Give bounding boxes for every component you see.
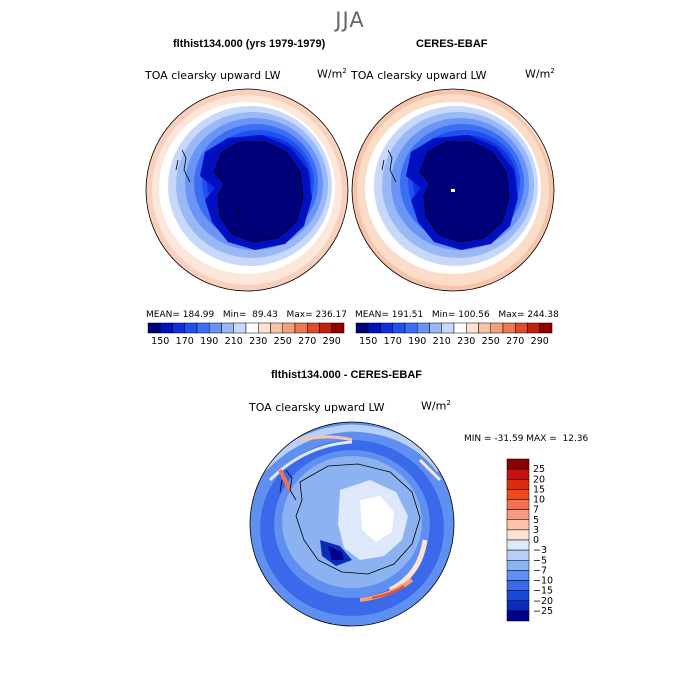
difference-colorbar-tick-label: 15 (533, 484, 545, 495)
left-colorbar-swatch (233, 322, 247, 334)
difference-minmax: MIN = -31.59 MAX = 12.36 (464, 434, 589, 444)
difference-colorbar-swatch (506, 468, 530, 480)
left-colorbar-swatch (172, 322, 185, 334)
difference-colorbar-swatch (506, 590, 530, 601)
left-colorbar-tick-label: 210 (225, 336, 243, 347)
left-units-label: W/m2 (317, 67, 347, 81)
right-colorbar-swatch (539, 322, 553, 334)
right-map (351, 88, 555, 292)
right-colorbar-swatch (527, 322, 540, 334)
left-stats: MEAN= 184.99 Min= 89.43 Max= 236.17 (146, 310, 347, 320)
right-colorbar-swatch (368, 322, 381, 334)
left-colorbar-swatch (307, 322, 320, 334)
difference-colorbar-tick-label: −10 (533, 576, 553, 587)
difference-colorbar-swatch (506, 519, 530, 531)
right-colorbar-swatch (355, 322, 369, 334)
right-variable-label: TOA clearsky upward LW (351, 69, 487, 82)
difference-colorbar-tick-label: 3 (533, 525, 539, 536)
left-colorbar-swatch (258, 322, 271, 334)
left-colorbar-tick-label: 290 (323, 336, 341, 347)
left-colorbar-tick-label: 170 (176, 336, 194, 347)
left-colorbar-swatch (221, 322, 234, 334)
difference-colorbar-swatch (506, 600, 530, 612)
left-colorbar-swatch (184, 322, 198, 334)
right-colorbar-swatch (453, 322, 467, 334)
right-colorbar-tick-label: 250 (482, 336, 500, 347)
difference-panel-title: flthist134.000 - CERES-EBAF (271, 369, 422, 381)
right-colorbar-swatch (441, 322, 455, 334)
left-colorbar-swatch (319, 322, 332, 334)
right-colorbar-swatch (380, 322, 393, 334)
difference-colorbar-tick-label: 10 (533, 495, 545, 506)
difference-colorbar-swatch (506, 499, 530, 510)
right-colorbar-swatch (478, 322, 491, 334)
difference-colorbar-swatch (506, 489, 530, 500)
difference-colorbar-swatch (506, 458, 530, 470)
season-title: JJA (335, 8, 365, 32)
left-map (145, 88, 349, 292)
right-stats: MEAN= 191.51 Min= 100.56 Max= 244.38 (355, 310, 559, 320)
difference-colorbar-swatch (506, 580, 530, 591)
difference-colorbar-tick-label: −3 (533, 545, 547, 556)
left-colorbar-swatch (147, 322, 161, 334)
left-colorbar-tick-label: 250 (274, 336, 292, 347)
right-colorbar-tick-label: 210 (433, 336, 451, 347)
right-colorbar-swatch (515, 322, 528, 334)
difference-colorbar-swatch (506, 509, 530, 520)
right-colorbar-tick-label: 230 (457, 336, 475, 347)
difference-colorbar-swatch (506, 549, 530, 561)
left-colorbar-swatch (270, 322, 283, 334)
difference-colorbar-tick-label: 5 (533, 515, 539, 526)
left-colorbar: 150 170 190 210 230 250 270 290 (147, 322, 345, 347)
difference-colorbar-swatch (506, 539, 530, 551)
difference-colorbar-tick-label: 20 (533, 474, 545, 485)
right-colorbar-swatch (404, 322, 418, 334)
difference-colorbar-tick-label: −25 (533, 606, 553, 617)
right-colorbar: 150 170 190 210 230 250 270 290 (355, 322, 553, 347)
left-colorbar-swatch (245, 322, 259, 334)
right-colorbar-swatch (392, 322, 406, 334)
difference-colorbar-swatch (506, 479, 530, 490)
right-colorbar-swatch (466, 322, 479, 334)
left-colorbar-swatch (209, 322, 222, 334)
left-colorbar-tick-label: 270 (298, 336, 316, 347)
left-colorbar-swatch (331, 322, 345, 334)
difference-colorbar-tick-label: 25 (533, 464, 545, 475)
right-colorbar-swatch (490, 322, 504, 334)
left-colorbar-tick-label: 190 (200, 336, 218, 347)
difference-colorbar-swatch (506, 610, 530, 622)
difference-map (249, 421, 455, 627)
left-panel-title: flthist134.000 (yrs 1979-1979) (173, 38, 326, 50)
difference-colorbar-swatch (506, 570, 530, 581)
left-colorbar-swatch (294, 322, 308, 334)
right-colorbar-tick-label: 150 (359, 336, 377, 347)
right-colorbar-tick-label: 290 (531, 336, 549, 347)
right-colorbar-tick-label: 190 (408, 336, 426, 347)
right-colorbar-swatch (417, 322, 430, 334)
difference-units-label: W/m2 (421, 399, 451, 413)
difference-colorbar-tick-label: −15 (533, 586, 553, 597)
difference-colorbar-tick-label: −7 (533, 565, 547, 576)
right-colorbar-swatch (502, 322, 516, 334)
difference-colorbar-tick-label: 7 (533, 505, 539, 516)
difference-colorbar-tick-label: −5 (533, 555, 547, 566)
right-colorbar-swatch (429, 322, 442, 334)
difference-colorbar-swatch (506, 529, 530, 541)
right-units-label: W/m2 (525, 67, 555, 81)
left-colorbar-swatch (196, 322, 210, 334)
left-variable-label: TOA clearsky upward LW (145, 69, 281, 82)
right-colorbar-tick-label: 270 (506, 336, 524, 347)
left-colorbar-swatch (282, 322, 296, 334)
left-colorbar-swatch (160, 322, 173, 334)
difference-variable-label: TOA clearsky upward LW (249, 401, 385, 414)
difference-colorbar-swatch (506, 560, 530, 571)
left-colorbar-tick-label: 150 (151, 336, 169, 347)
right-panel-title: CERES-EBAF (416, 38, 488, 50)
difference-colorbar-tick-label: −20 (533, 596, 553, 607)
right-colorbar-tick-label: 170 (384, 336, 402, 347)
difference-colorbar-tick-label: 0 (533, 535, 539, 546)
left-colorbar-tick-label: 230 (249, 336, 267, 347)
